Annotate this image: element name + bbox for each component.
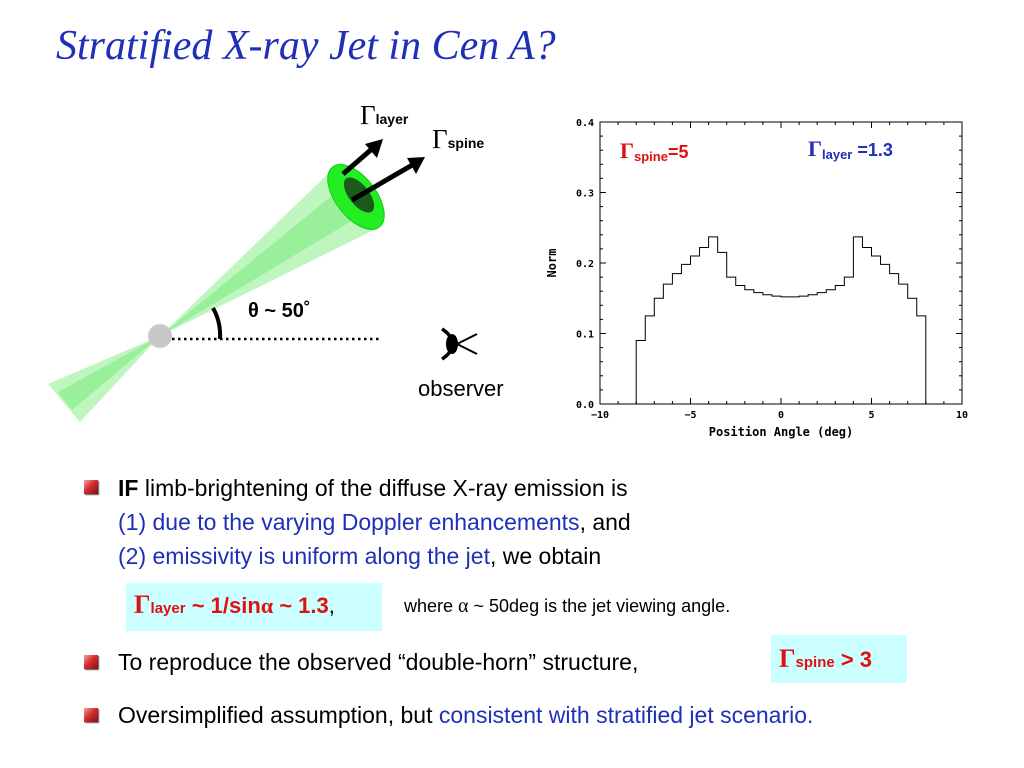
x-tick-label: 0 [778, 410, 784, 421]
y-tick-label: 0.1 [576, 330, 594, 341]
jet-core [148, 324, 172, 348]
spine-annotation: Γspine=5 [620, 138, 689, 164]
y-tick-label: 0.3 [576, 189, 594, 200]
x-tick-label: −5 [684, 410, 696, 421]
theta-label: θ ~ 50˚ [248, 300, 311, 322]
eye-icon [441, 327, 478, 361]
observer-label: observer [418, 376, 504, 401]
layer-annotation: Γlayer =1.3 [808, 136, 893, 162]
slide-title: Stratified X-ray Jet in Cen A? [56, 23, 556, 69]
formula-layer-box [126, 583, 382, 631]
x-tick-label: −10 [591, 410, 609, 421]
viewing-angle-note: where α ~ 50deg is the jet viewing angle… [404, 595, 731, 617]
y-tick-label: 0.0 [576, 400, 594, 411]
y-axis-label: Norm [545, 249, 559, 278]
bullet-1-line-1: IF limb-brightening of the diffuse X-ray… [118, 475, 628, 501]
bullet-marker-3 [84, 708, 98, 722]
chart-tick-labels: −10 −5 0 5 10 0.0 0.1 0.2 0.3 0.4 [576, 118, 968, 421]
theta-arc [211, 307, 223, 340]
gamma-spine-label: Γspine [432, 124, 485, 154]
x-tick-label: 5 [868, 410, 874, 421]
y-tick-label: 0.4 [576, 118, 594, 129]
layer-arrowhead [365, 139, 383, 158]
formula-layer: Γlayer ~ 1/sinα ~ 1.3, [134, 590, 335, 619]
formula-spine: Γspine > 3 [779, 644, 873, 673]
bullet-3-text: Oversimplified assumption, but consisten… [118, 702, 814, 728]
counter-jet-inner [58, 336, 160, 410]
bullet-marker-1 [84, 480, 98, 494]
chart-ticks [599, 121, 963, 405]
bullet-marker-2 [84, 655, 98, 669]
bullet-1-line-3: (2) emissivity is uniform along the jet,… [118, 543, 602, 569]
spine-arrowhead [407, 157, 425, 174]
x-tick-label: 10 [956, 410, 968, 421]
formula-spine-box [771, 635, 907, 683]
jet-diagram [48, 139, 478, 422]
bullet-2-text: To reproduce the observed “double-horn” … [118, 649, 639, 675]
layer-arrow [341, 146, 375, 176]
bullet-1-line-2: (1) due to the varying Doppler enhanceme… [118, 509, 631, 535]
y-tick-label: 0.2 [576, 259, 594, 270]
plot-frame [599, 121, 963, 405]
x-axis-label: Position Angle (deg) [709, 425, 854, 439]
position-angle-histogram: −10 −5 0 5 10 0.0 0.1 0.2 0.3 0.4 Position Angle … [545, 118, 968, 439]
histogram-line [635, 236, 927, 404]
spine-arrow [350, 161, 416, 203]
jet-cone-inner [160, 185, 365, 336]
gamma-layer-label: Γlayer [360, 100, 409, 130]
